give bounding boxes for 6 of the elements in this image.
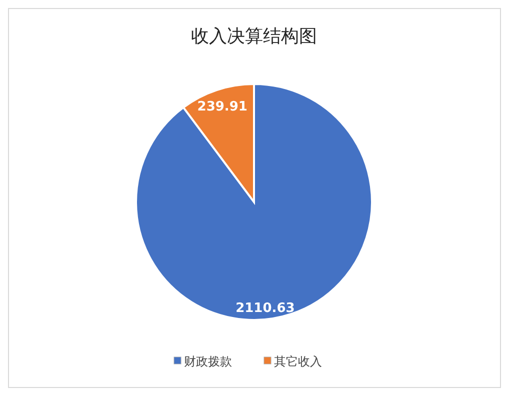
legend-label: 其它收入 bbox=[274, 354, 322, 368]
data-label: 239.91 bbox=[197, 99, 248, 114]
data-label: 2110.63 bbox=[236, 300, 295, 316]
pie-slice bbox=[135, 83, 373, 321]
chart-title: 收入决算结构图 bbox=[191, 26, 317, 47]
legend-label: 财政拨款 bbox=[184, 354, 232, 368]
